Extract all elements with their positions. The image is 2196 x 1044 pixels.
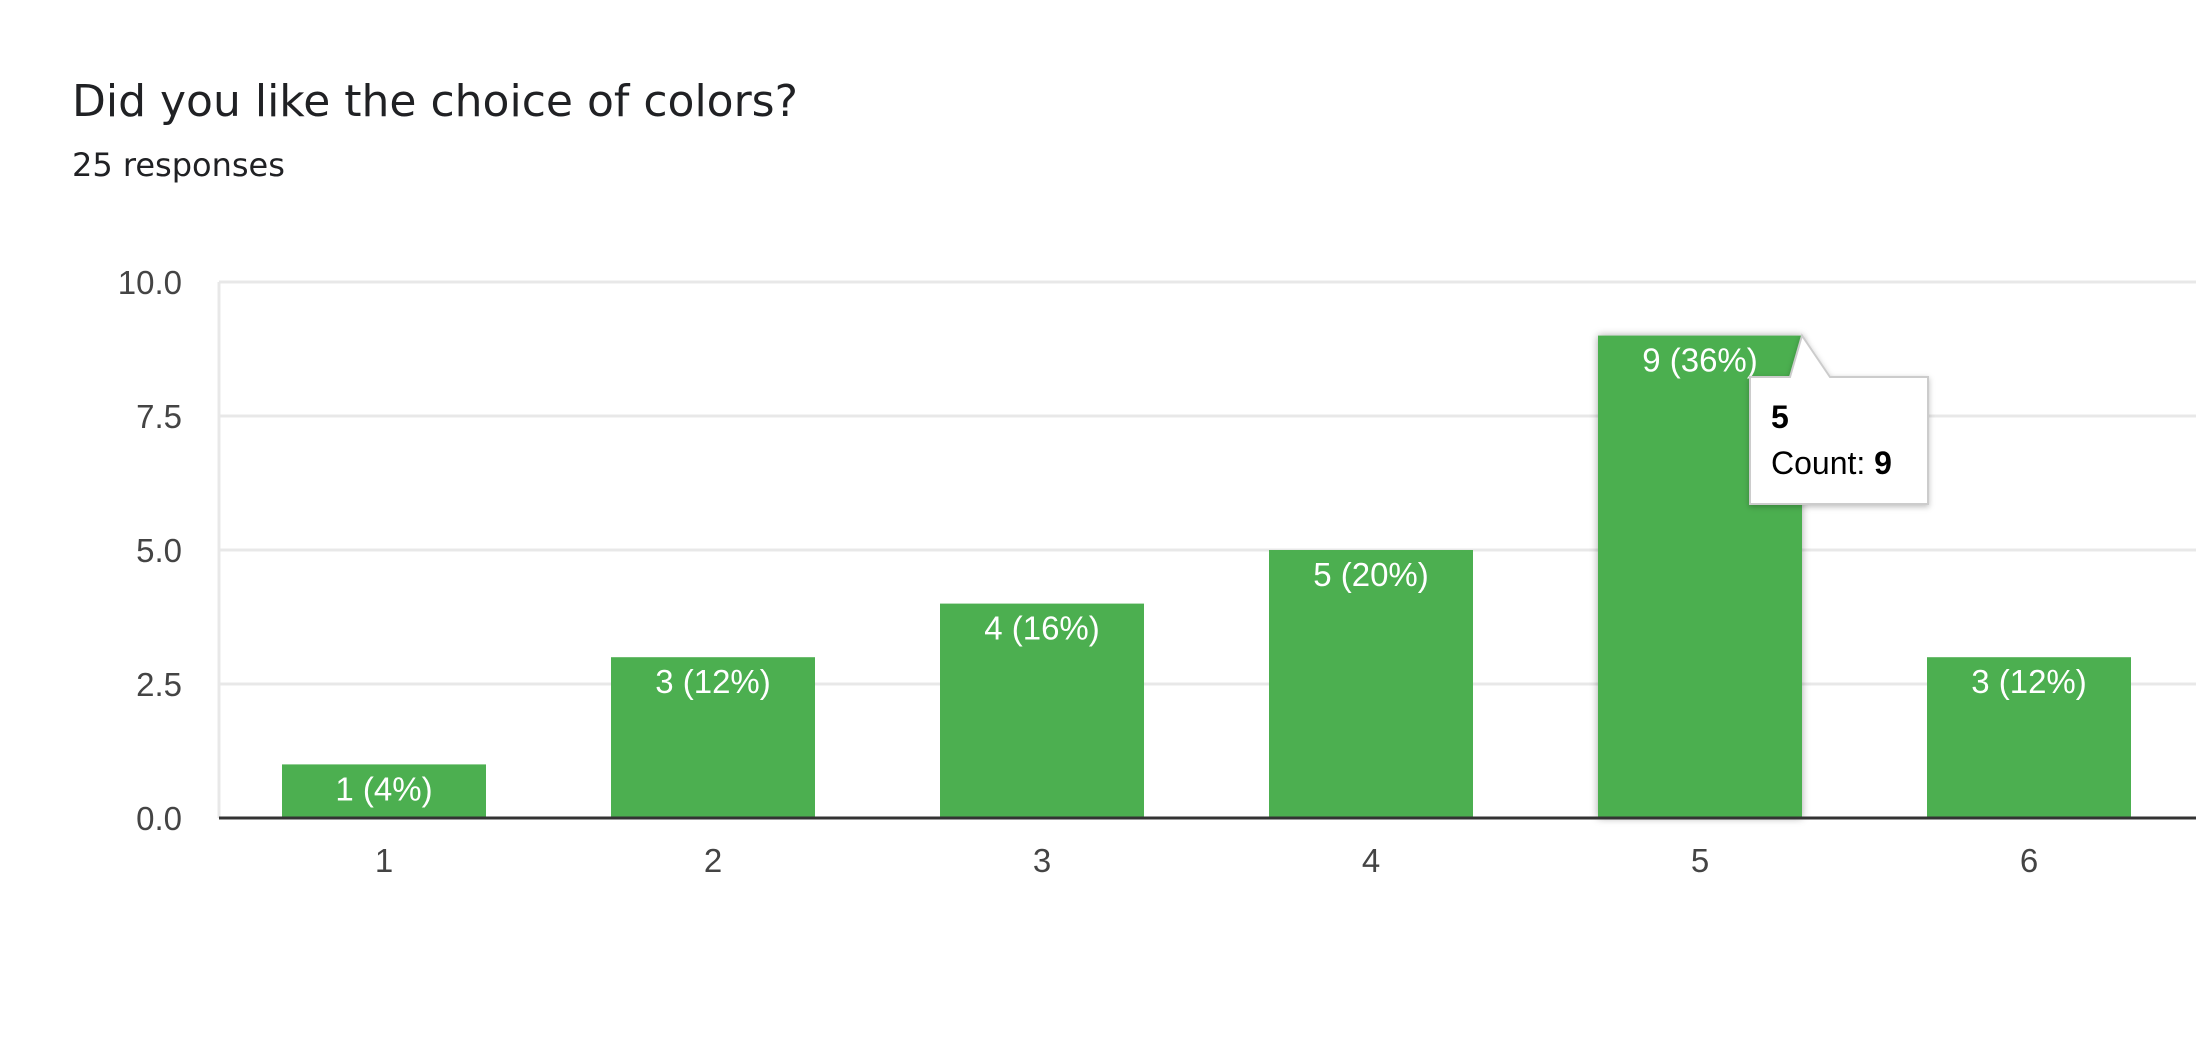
x-tick-label: 2 (704, 842, 722, 879)
gridlines (217, 280, 2196, 818)
x-axis-ticks: 1 2 3 4 5 6 (375, 842, 2038, 879)
tooltip-category: 5 (1771, 399, 1789, 435)
bar-data-label: 3 (12%) (655, 663, 771, 700)
bar-data-label: 4 (16%) (984, 610, 1100, 647)
y-tick-label: 5.0 (136, 532, 182, 569)
x-tick-label: 6 (2020, 842, 2038, 879)
response-count: 25 responses (72, 146, 285, 184)
bar-data-label: 1 (4%) (335, 770, 432, 807)
bar-data-label: 9 (36%) (1642, 342, 1758, 379)
tooltip: 5 Count: 9 (1749, 333, 1929, 505)
bar-data-label: 5 (20%) (1313, 556, 1429, 593)
y-tick-label: 10.0 (118, 264, 182, 301)
y-tick-label: 2.5 (136, 666, 182, 703)
bar-4[interactable] (1269, 550, 1473, 818)
x-tick-label: 5 (1691, 842, 1709, 879)
tooltip-count: Count: 9 (1771, 445, 1892, 481)
bar-1[interactable] (282, 764, 486, 818)
x-tick-label: 1 (375, 842, 393, 879)
bar-6[interactable] (1927, 657, 2131, 818)
x-tick-label: 3 (1033, 842, 1051, 879)
bars: 1 (4%) 3 (12%) 4 (16%) 5 (20%) 9 (36%) 3 (12%… (282, 335, 2131, 818)
y-tick-label: 0.0 (136, 800, 182, 837)
question-title: Did you like the choice of colors? (72, 76, 798, 127)
y-tick-label: 7.5 (136, 398, 182, 435)
bar-3[interactable] (940, 603, 1144, 818)
y-axis-ticks: 0.0 2.5 5.0 7.5 10.0 (118, 264, 182, 837)
tooltip-box (1749, 333, 1929, 505)
bar-data-label: 3 (12%) (1971, 663, 2087, 700)
tooltip-count-label: Count: (1771, 445, 1874, 481)
x-tick-label: 4 (1362, 842, 1380, 879)
bar-2[interactable] (611, 657, 815, 818)
tooltip-count-value: 9 (1874, 445, 1892, 481)
